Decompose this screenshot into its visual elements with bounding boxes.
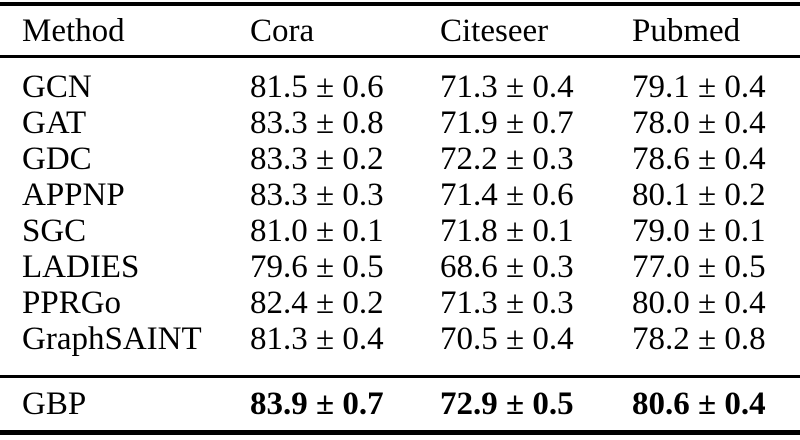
pubmed-cell: 78.0 ± 0.4: [632, 104, 766, 141]
method-cell: APPNP: [22, 176, 125, 213]
table-row: SGC 81.0 ± 0.1 71.8 ± 0.1 79.0 ± 0.1: [0, 213, 800, 249]
citeseer-cell: 71.3 ± 0.3: [440, 284, 574, 321]
method-cell: GAT: [22, 104, 87, 141]
cora-cell: 83.3 ± 0.3: [250, 176, 384, 213]
cora-cell: 83.9 ± 0.7: [250, 385, 384, 422]
method-cell: GCN: [22, 68, 92, 105]
pubmed-cell: 80.6 ± 0.4: [632, 385, 766, 422]
method-cell: SGC: [22, 212, 87, 249]
cora-cell: 83.3 ± 0.2: [250, 140, 384, 177]
table-row-gbp: GBP 83.9 ± 0.7 72.9 ± 0.5 80.6 ± 0.4: [0, 386, 800, 422]
method-cell: LADIES: [22, 248, 140, 285]
header-rule: [0, 55, 800, 58]
bottom-rule: [0, 430, 800, 435]
citeseer-cell: 71.9 ± 0.7: [440, 104, 574, 141]
column-header-citeseer: Citeseer: [440, 12, 549, 49]
method-cell: GBP: [22, 385, 87, 422]
citeseer-cell: 71.8 ± 0.1: [440, 212, 574, 249]
pubmed-cell: 80.1 ± 0.2: [632, 176, 766, 213]
table-row: GDC 83.3 ± 0.2 72.2 ± 0.3 78.6 ± 0.4: [0, 141, 800, 177]
method-cell: PPRGo: [22, 284, 122, 321]
citeseer-cell: 72.2 ± 0.3: [440, 140, 574, 177]
pubmed-cell: 80.0 ± 0.4: [632, 284, 766, 321]
cora-cell: 81.3 ± 0.4: [250, 320, 384, 357]
table-header-row: Method Cora Citeseer Pubmed: [0, 13, 800, 49]
pubmed-cell: 78.6 ± 0.4: [632, 140, 766, 177]
table-body: GCN 81.5 ± 0.6 71.3 ± 0.4 79.1 ± 0.4 GAT…: [0, 69, 800, 357]
method-cell: GDC: [22, 140, 92, 177]
citeseer-cell: 71.3 ± 0.4: [440, 68, 574, 105]
column-header-pubmed: Pubmed: [632, 12, 741, 49]
method-cell: GraphSAINT: [22, 320, 202, 357]
citeseer-cell: 71.4 ± 0.6: [440, 176, 574, 213]
table-row: APPNP 83.3 ± 0.3 71.4 ± 0.6 80.1 ± 0.2: [0, 177, 800, 213]
table-row: LADIES 79.6 ± 0.5 68.6 ± 0.3 77.0 ± 0.5: [0, 249, 800, 285]
cora-cell: 81.0 ± 0.1: [250, 212, 384, 249]
citeseer-cell: 72.9 ± 0.5: [440, 385, 574, 422]
footer-rule: [0, 375, 800, 378]
table-row: GCN 81.5 ± 0.6 71.3 ± 0.4 79.1 ± 0.4: [0, 69, 800, 105]
pubmed-cell: 79.0 ± 0.1: [632, 212, 766, 249]
top-rule: [0, 2, 800, 6]
cora-cell: 81.5 ± 0.6: [250, 68, 384, 105]
table-row: GAT 83.3 ± 0.8 71.9 ± 0.7 78.0 ± 0.4: [0, 105, 800, 141]
column-header-cora: Cora: [250, 12, 315, 49]
pubmed-cell: 79.1 ± 0.4: [632, 68, 766, 105]
cora-cell: 79.6 ± 0.5: [250, 248, 384, 285]
column-header-method: Method: [22, 12, 125, 49]
cora-cell: 83.3 ± 0.8: [250, 104, 384, 141]
table-row: GraphSAINT 81.3 ± 0.4 70.5 ± 0.4 78.2 ± …: [0, 321, 800, 357]
pubmed-cell: 78.2 ± 0.8: [632, 320, 766, 357]
citeseer-cell: 68.6 ± 0.3: [440, 248, 574, 285]
citeseer-cell: 70.5 ± 0.4: [440, 320, 574, 357]
table-row: PPRGo 82.4 ± 0.2 71.3 ± 0.3 80.0 ± 0.4: [0, 285, 800, 321]
pubmed-cell: 77.0 ± 0.5: [632, 248, 766, 285]
cora-cell: 82.4 ± 0.2: [250, 284, 384, 321]
